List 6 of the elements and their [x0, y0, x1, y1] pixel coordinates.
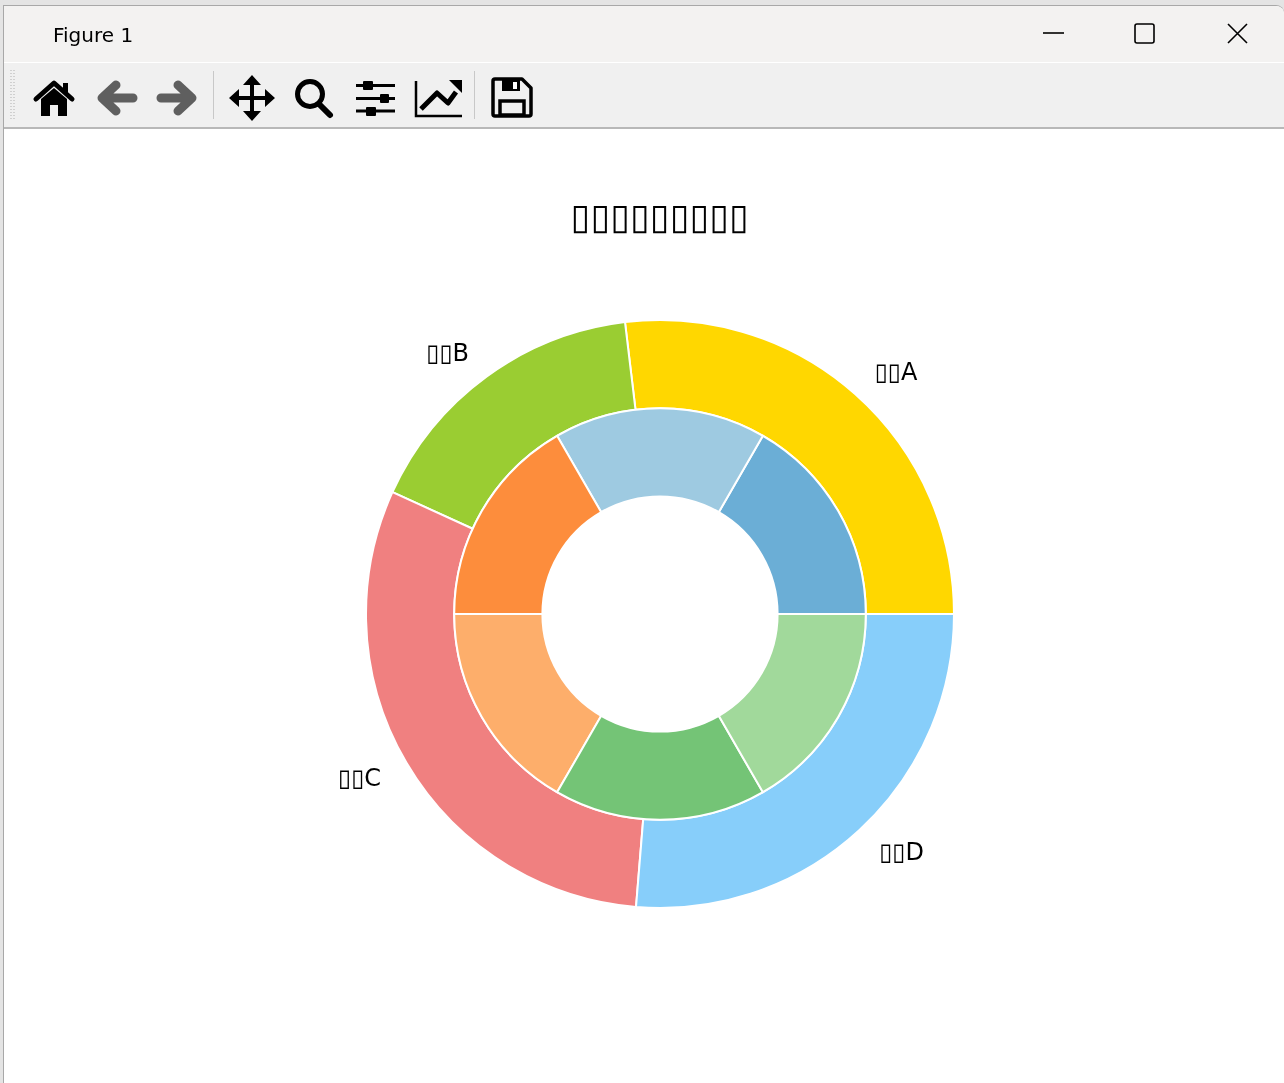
slice-label: ▯▯D: [879, 837, 925, 866]
chart-title: ▯▯▯▯▯▯▯▯▯: [570, 196, 750, 237]
slice-label: ▯▯C: [337, 763, 382, 792]
caption: Figure 1: [53, 23, 134, 47]
slice-label: ▯▯B: [426, 338, 470, 367]
slice-label: ▯▯A: [874, 358, 919, 387]
